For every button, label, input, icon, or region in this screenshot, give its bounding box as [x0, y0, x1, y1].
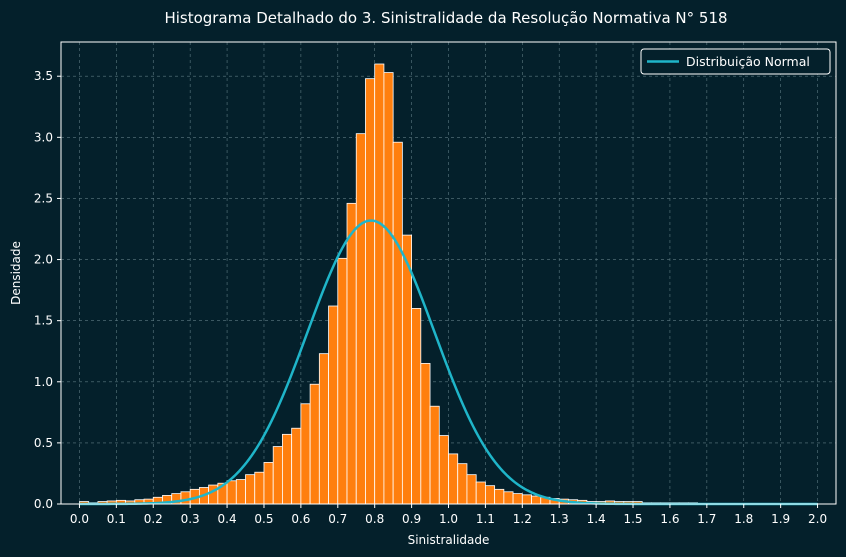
- y-axis-label: Densidade: [9, 241, 23, 305]
- histogram-bar: [226, 480, 237, 505]
- y-tick-label: 0.0: [34, 497, 53, 511]
- histogram-bar: [374, 63, 385, 505]
- x-tick-label: 0.0: [70, 512, 89, 526]
- x-tick-label: 1.0: [439, 512, 458, 526]
- histogram-bar: [485, 485, 496, 505]
- y-tick-label: 3.5: [34, 69, 53, 83]
- histogram-bar: [318, 353, 329, 505]
- histogram-bar: [466, 474, 477, 505]
- histogram-bar: [401, 234, 412, 505]
- histogram-bar: [521, 494, 532, 505]
- x-tick-label: 1.8: [734, 512, 753, 526]
- histogram-bar: [475, 481, 486, 505]
- x-tick-label: 1.2: [513, 512, 532, 526]
- x-tick-label: 0.2: [144, 512, 163, 526]
- histogram-bar: [512, 493, 523, 505]
- x-tick-label: 0.5: [254, 512, 273, 526]
- grid: [61, 42, 836, 505]
- histogram-bar: [365, 78, 376, 505]
- x-tick-label: 1.5: [623, 512, 642, 526]
- histogram-bar: [282, 433, 293, 505]
- histogram-bar: [383, 72, 394, 505]
- histogram-bar: [309, 383, 320, 505]
- x-tick-label: 1.1: [476, 512, 495, 526]
- legend-box: [640, 48, 831, 75]
- histogram-bar: [438, 435, 449, 505]
- histogram-bar: [503, 491, 514, 505]
- histogram-bar: [272, 446, 283, 505]
- histogram-bar: [411, 308, 422, 505]
- histogram-bar: [392, 141, 403, 505]
- x-axis-label: Sinistralidade: [408, 533, 490, 547]
- histogram-bar: [300, 403, 311, 505]
- histogram-bar: [245, 474, 256, 505]
- x-tick-label: 0.1: [107, 512, 126, 526]
- x-tick-label: 1.4: [587, 512, 606, 526]
- legend[interactable]: Distribuição Normal: [640, 48, 831, 75]
- histogram-bar: [448, 453, 459, 505]
- histogram-bar: [337, 257, 348, 505]
- y-tick-label: 3.0: [34, 130, 53, 144]
- y-tick-label: 1.0: [34, 375, 53, 389]
- x-tick-label: 1.6: [660, 512, 679, 526]
- y-tick-label: 2.5: [34, 191, 53, 205]
- x-tick-label: 1.7: [697, 512, 716, 526]
- x-tick-label: 0.8: [365, 512, 384, 526]
- histogram-bar: [531, 495, 542, 505]
- histogram-bar: [208, 484, 219, 505]
- y-tick-label: 1.5: [34, 314, 53, 328]
- x-tick-label: 0.3: [181, 512, 200, 526]
- x-tick-label: 1.3: [550, 512, 569, 526]
- chart-title: Histograma Detalhado do 3. Sinistralidad…: [164, 9, 727, 27]
- x-tick-label: 0.4: [218, 512, 237, 526]
- histogram-bar: [420, 363, 431, 505]
- histogram-bar: [429, 405, 440, 505]
- x-tick-label: 0.9: [402, 512, 421, 526]
- histogram-bar: [355, 133, 366, 505]
- x-tick-label: 0.7: [328, 512, 347, 526]
- x-tick-label: 0.6: [291, 512, 310, 526]
- y-tick-label: 0.5: [34, 436, 53, 450]
- histogram-bar: [457, 463, 468, 505]
- histogram-bar: [494, 488, 505, 505]
- histogram-bar: [346, 202, 357, 505]
- histogram-bar: [263, 462, 274, 505]
- histogram-bar: [291, 427, 302, 505]
- y-axis: 0.0 0.5 1.0 1.5 2.0 2.5 3.0 3.5: [34, 69, 61, 511]
- histogram-bar: [235, 479, 246, 505]
- x-tick-label: 1.9: [771, 512, 790, 526]
- histogram-bar: [254, 471, 265, 505]
- histogram-bar: [180, 491, 191, 505]
- legend-label-normal: Distribuição Normal: [686, 54, 810, 69]
- histogram-bar: [328, 305, 339, 505]
- y-tick-label: 2.0: [34, 253, 53, 267]
- x-tick-label: 2.0: [808, 512, 827, 526]
- x-axis: 0.0 0.1 0.2 0.3 0.4 0.5 0.6 0.7 0.8 0.9 1.0 1.1 1.2 1…: [70, 504, 827, 526]
